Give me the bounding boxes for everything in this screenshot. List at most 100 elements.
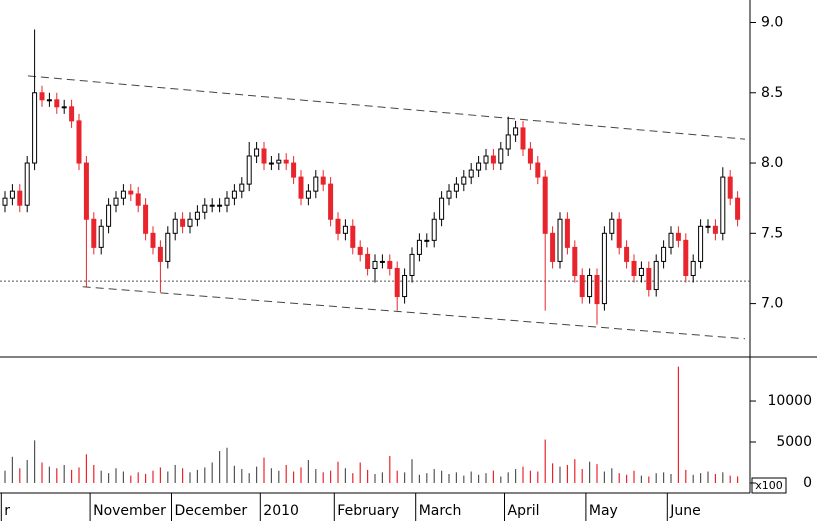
candle-body bbox=[468, 169, 474, 178]
candle-body bbox=[439, 197, 445, 220]
month-label: May bbox=[589, 503, 618, 519]
candle-body bbox=[564, 218, 570, 248]
candle-body bbox=[409, 253, 415, 276]
month-label: February bbox=[337, 503, 399, 519]
candle-body bbox=[461, 176, 467, 185]
month-label: December bbox=[175, 503, 248, 519]
candle-body bbox=[120, 190, 126, 199]
candle-body bbox=[668, 232, 674, 248]
volume-tick-label: 0 bbox=[803, 475, 812, 491]
candle-body bbox=[416, 239, 422, 255]
candle-body bbox=[24, 162, 30, 206]
candle-body bbox=[98, 225, 104, 248]
candle-body bbox=[187, 218, 193, 227]
candle-body bbox=[379, 260, 385, 263]
candle-body bbox=[357, 246, 363, 255]
candle-body bbox=[424, 239, 430, 242]
month-label: June bbox=[669, 503, 701, 519]
candle-body bbox=[76, 120, 82, 164]
candle-body bbox=[372, 260, 378, 269]
candle-body bbox=[91, 218, 97, 248]
candle-body bbox=[572, 246, 578, 276]
candle-body bbox=[365, 253, 371, 269]
candle-body bbox=[320, 176, 326, 185]
y-tick-label: 8.5 bbox=[761, 85, 783, 101]
trendline bbox=[82, 286, 746, 340]
candle-body bbox=[217, 204, 223, 207]
candle-body bbox=[661, 246, 667, 262]
candle-body bbox=[180, 218, 186, 227]
candle-body bbox=[720, 176, 726, 234]
candle-body bbox=[224, 197, 230, 206]
month-label: r bbox=[4, 503, 10, 519]
candle-body bbox=[513, 127, 519, 136]
candle-body bbox=[209, 204, 215, 207]
candle-body bbox=[712, 225, 718, 234]
candle-body bbox=[291, 162, 297, 178]
volume-tick-label: 10000 bbox=[767, 393, 812, 409]
candle-body bbox=[276, 159, 282, 164]
candle-body bbox=[483, 155, 489, 164]
candle-body bbox=[283, 159, 289, 164]
trendline bbox=[27, 75, 746, 140]
candle-body bbox=[328, 183, 334, 220]
month-label: March bbox=[419, 503, 462, 519]
candle-body bbox=[46, 99, 52, 102]
candle-body bbox=[520, 127, 526, 150]
candle-body bbox=[535, 162, 541, 178]
candle-body bbox=[735, 197, 741, 220]
candle-body bbox=[342, 225, 348, 234]
candle-body bbox=[69, 106, 75, 122]
candle-body bbox=[231, 190, 237, 199]
candle-body bbox=[157, 246, 163, 262]
candle-body bbox=[542, 176, 548, 234]
candle-body bbox=[505, 134, 511, 150]
y-tick-label: 7.0 bbox=[761, 296, 783, 312]
candle-body bbox=[557, 218, 563, 262]
candle-body bbox=[39, 92, 45, 101]
candle-body bbox=[550, 232, 556, 262]
candle-body bbox=[135, 193, 141, 206]
candle-body bbox=[335, 218, 341, 234]
candle-body bbox=[587, 274, 593, 298]
candle-body bbox=[32, 92, 38, 164]
candle-body bbox=[446, 190, 452, 199]
candle-body bbox=[453, 183, 459, 192]
candle-body bbox=[254, 148, 260, 157]
candle-body bbox=[143, 204, 149, 234]
candle-body bbox=[498, 148, 504, 164]
y-tick-label: 9.0 bbox=[761, 14, 783, 30]
candle-body bbox=[113, 197, 119, 206]
candle-body bbox=[616, 218, 622, 248]
candle-body bbox=[298, 176, 304, 199]
candle-body bbox=[83, 162, 89, 220]
candle-body bbox=[350, 225, 356, 248]
candle-body bbox=[594, 274, 600, 305]
y-tick-label: 7.5 bbox=[761, 225, 783, 241]
candle-body bbox=[17, 190, 23, 206]
candle-body bbox=[128, 190, 134, 195]
candle-body bbox=[631, 260, 637, 276]
candle-body bbox=[246, 155, 252, 185]
candle-body bbox=[268, 162, 274, 165]
candle-body bbox=[394, 267, 400, 298]
candle-body bbox=[527, 148, 533, 164]
candle-body bbox=[683, 239, 689, 276]
candle-body bbox=[402, 274, 408, 298]
candle-body bbox=[202, 204, 208, 213]
candle-body bbox=[150, 232, 156, 248]
candle-body bbox=[490, 155, 496, 164]
candle-body bbox=[705, 225, 711, 228]
candle-body bbox=[313, 176, 319, 192]
candle-body bbox=[106, 204, 112, 227]
candle-body bbox=[476, 162, 482, 171]
candle-body bbox=[431, 218, 437, 241]
candle-body bbox=[579, 274, 585, 298]
candle-body bbox=[698, 225, 704, 262]
candle-body bbox=[609, 218, 615, 234]
candle-body bbox=[690, 260, 696, 276]
candle-body bbox=[54, 99, 60, 108]
candle-body bbox=[675, 232, 681, 241]
candle-body bbox=[638, 267, 644, 276]
